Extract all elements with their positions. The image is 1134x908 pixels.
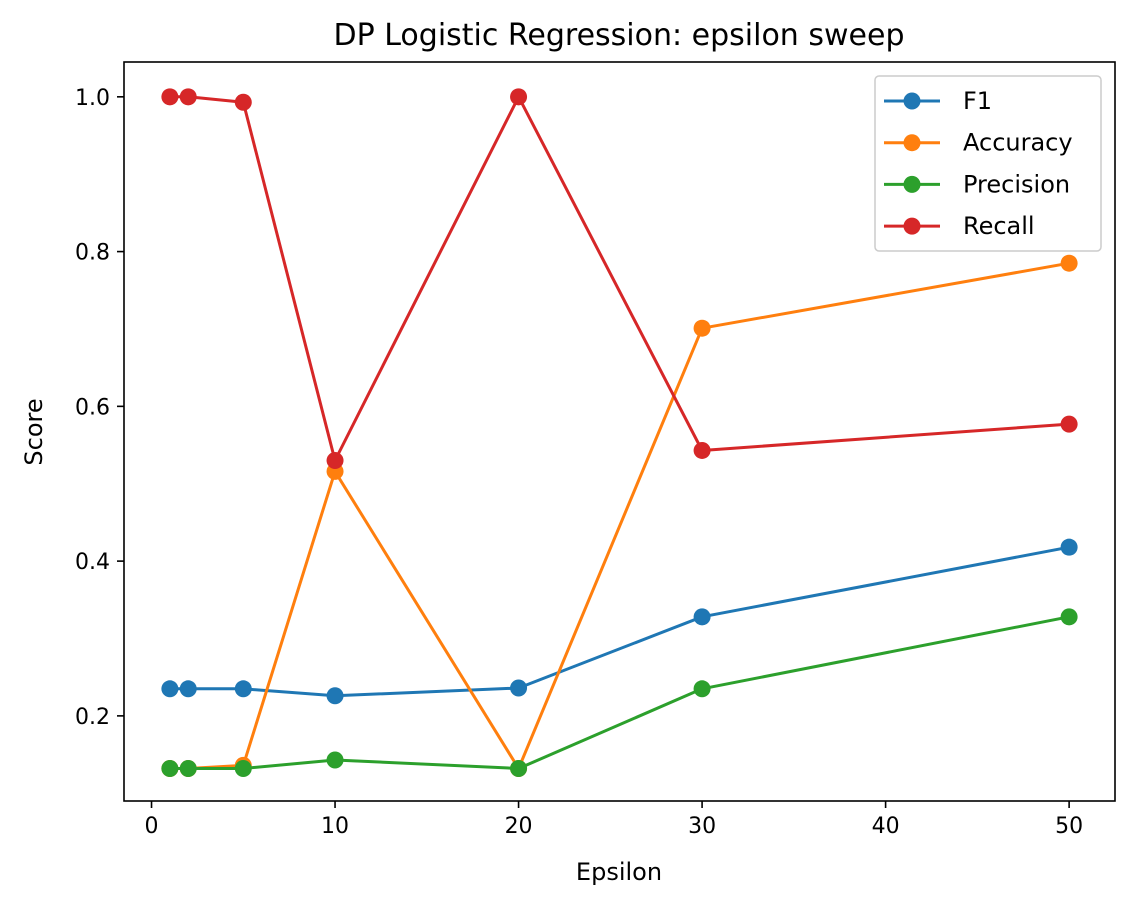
- legend-label: Recall: [963, 212, 1035, 240]
- data-point-precision: [161, 759, 179, 777]
- data-point-precision: [510, 759, 528, 777]
- series-f1: [161, 538, 1078, 705]
- series-layer: [161, 88, 1078, 777]
- x-tick-label: 0: [145, 814, 159, 839]
- legend: F1 Accuracy Precision Recall: [874, 75, 1102, 252]
- legend-label: F1: [963, 87, 992, 115]
- data-point-recall: [326, 452, 344, 470]
- chart-title: DP Logistic Regression: epsilon sweep: [334, 18, 905, 53]
- y-tick-label: 0.4: [75, 550, 110, 575]
- legend-marker: [903, 92, 921, 110]
- x-axis: 0 10 20 30 40 50: [145, 801, 1083, 839]
- data-point-f1: [179, 680, 197, 698]
- data-point-f1: [234, 680, 252, 698]
- legend-item-f1: F1: [884, 87, 992, 115]
- legend-marker: [903, 134, 921, 152]
- data-point-recall: [234, 93, 252, 111]
- plot-frame: [123, 61, 1116, 802]
- x-axis-label: Epsilon: [576, 858, 662, 886]
- data-point-recall: [179, 88, 197, 106]
- data-point-precision: [326, 751, 344, 769]
- data-point-accuracy: [1060, 254, 1078, 272]
- legend-label: Precision: [963, 170, 1070, 198]
- y-tick-label: 0.8: [75, 241, 110, 266]
- data-point-accuracy: [693, 319, 711, 337]
- data-point-recall: [1060, 415, 1078, 433]
- y-tick-label: 1.0: [75, 86, 110, 111]
- data-point-recall: [161, 88, 179, 106]
- data-point-precision: [693, 680, 711, 698]
- legend-item-precision: Precision: [884, 170, 1070, 198]
- data-point-precision: [234, 759, 252, 777]
- data-point-precision: [1060, 608, 1078, 626]
- y-tick-label: 0.6: [75, 395, 110, 420]
- x-tick-label: 50: [1055, 814, 1083, 839]
- legend-item-recall: Recall: [884, 212, 1035, 240]
- data-point-f1: [1060, 538, 1078, 556]
- legend-marker: [903, 175, 921, 193]
- data-point-recall: [693, 441, 711, 459]
- series-precision: [161, 608, 1078, 777]
- x-tick-label: 30: [688, 814, 716, 839]
- y-axis-label: Score: [20, 398, 48, 465]
- x-tick-label: 20: [505, 814, 533, 839]
- legend-box: [874, 75, 1102, 252]
- legend-item-accuracy: Accuracy: [884, 129, 1073, 157]
- series-recall: [161, 88, 1078, 470]
- legend-marker: [903, 217, 921, 235]
- legend-label: Accuracy: [963, 129, 1073, 157]
- data-point-f1: [510, 679, 528, 697]
- data-point-f1: [326, 687, 344, 705]
- y-axis: 0.2 0.4 0.6 0.8 1.0: [75, 86, 124, 730]
- data-point-precision: [179, 759, 197, 777]
- x-tick-label: 40: [872, 814, 900, 839]
- x-tick-label: 10: [321, 814, 349, 839]
- data-point-f1: [693, 608, 711, 626]
- y-tick-label: 0.2: [75, 705, 110, 730]
- data-point-recall: [510, 88, 528, 106]
- data-point-f1: [161, 680, 179, 698]
